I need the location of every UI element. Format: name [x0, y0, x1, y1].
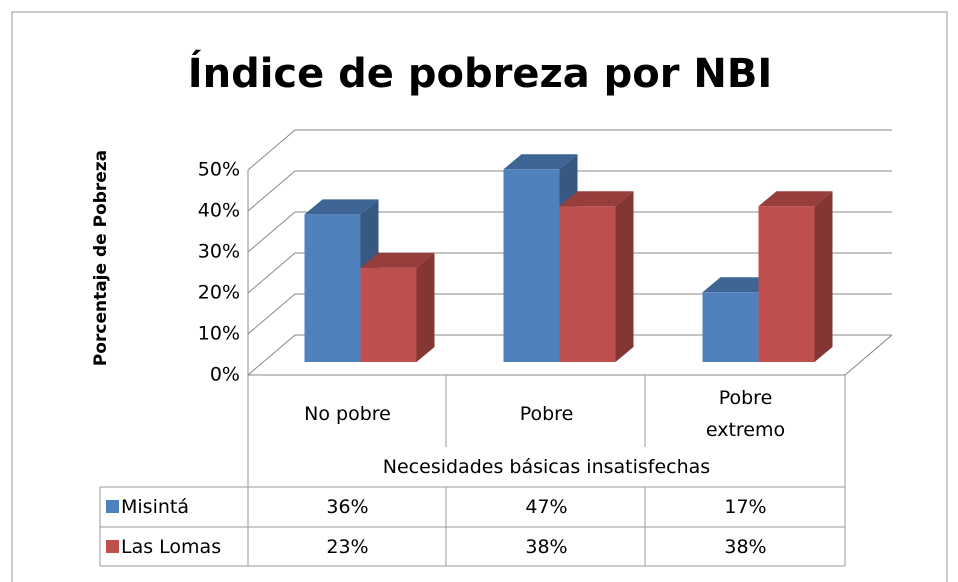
grid-line	[247, 334, 892, 376]
axis-line	[247, 170, 893, 376]
bar-front	[503, 169, 560, 362]
bar-top	[503, 154, 578, 170]
bar-top	[702, 277, 777, 293]
bar-top	[304, 199, 379, 215]
bar-side	[615, 191, 634, 362]
grid-line	[247, 170, 892, 212]
grid-line	[247, 129, 892, 171]
bar-front	[360, 267, 417, 362]
data-label: 36%	[326, 496, 369, 518]
data-label: 17%	[724, 496, 767, 518]
x-tick-label: Pobre	[519, 402, 574, 425]
bar-top	[360, 252, 435, 268]
chart-title: Índice de pobreza por NBI	[188, 49, 773, 97]
legend-label: Las Lomas	[121, 536, 222, 558]
bar-front	[758, 206, 815, 362]
data-label: 23%	[326, 536, 369, 558]
y-tick-label: 50%	[198, 159, 240, 181]
data-label: 47%	[525, 496, 568, 518]
grid-line	[247, 211, 892, 253]
legend-swatch	[106, 500, 119, 513]
bar-side	[814, 191, 833, 362]
grid-line	[247, 252, 892, 294]
legend-label: Misintá	[121, 496, 189, 518]
grid-line	[247, 293, 892, 335]
legend-swatch	[106, 540, 119, 553]
y-tick-label: 40%	[198, 200, 240, 222]
y-axis-title: Porcentaje de Pobreza	[91, 150, 111, 366]
data-label: 38%	[724, 536, 767, 558]
data-table	[99, 375, 846, 567]
data-label: 38%	[525, 536, 568, 558]
bar-front	[702, 292, 759, 362]
x-axis-title: Necesidades básicas insatisfechas	[382, 456, 711, 478]
y-tick-label: 10%	[198, 323, 240, 345]
bar-front	[559, 206, 616, 362]
x-tick-label: No pobre	[304, 402, 391, 425]
x-tick-label: Pobre extremo	[705, 386, 786, 441]
bar-side	[416, 252, 435, 362]
y-tick-label: 30%	[198, 241, 240, 263]
y-tick-label: 20%	[198, 282, 240, 304]
bar-top	[559, 191, 634, 207]
bar-front	[304, 214, 361, 362]
y-tick-label: 0%	[210, 364, 240, 386]
bar-top	[758, 191, 833, 207]
